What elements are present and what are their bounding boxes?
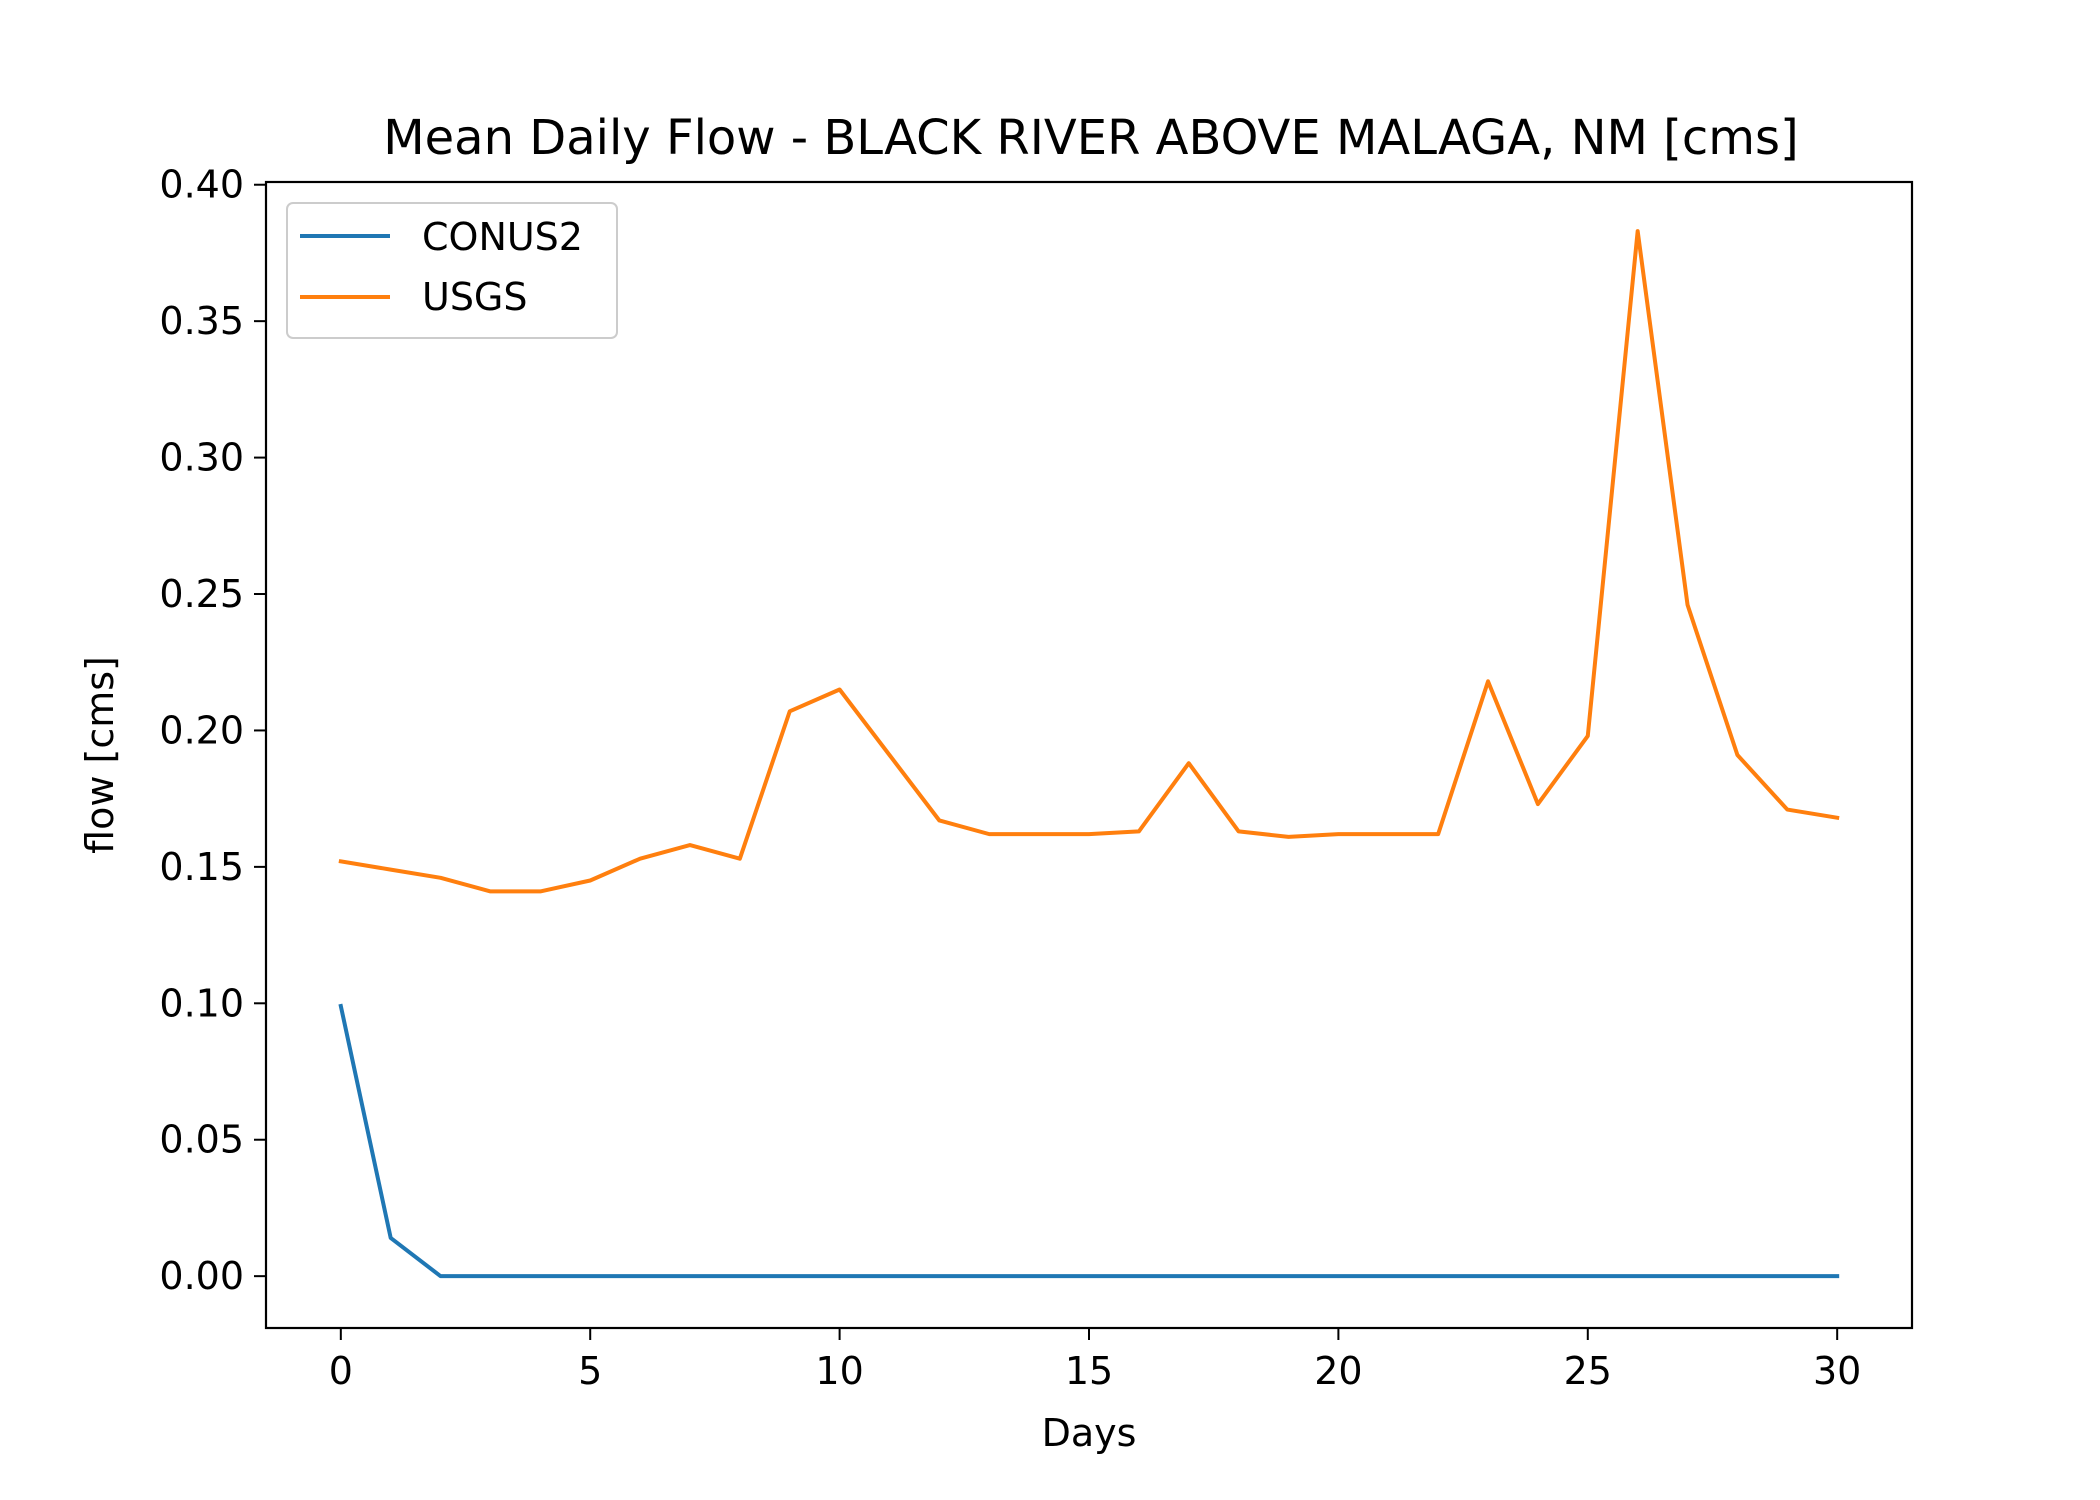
y-tick-label: 0.40 — [159, 163, 244, 207]
x-tick-label: 20 — [1314, 1349, 1362, 1393]
y-tick-label: 0.35 — [159, 299, 244, 343]
x-tick-label: 25 — [1564, 1349, 1612, 1393]
y-tick-label: 0.30 — [159, 436, 244, 480]
y-tick-label: 0.05 — [159, 1118, 244, 1162]
y-tick-label: 0.15 — [159, 845, 244, 889]
chart-title: Mean Daily Flow - BLACK RIVER ABOVE MALA… — [383, 110, 1799, 166]
x-tick-label: 0 — [329, 1349, 353, 1393]
legend: CONUS2 USGS — [286, 202, 618, 339]
y-tick-label: 0.10 — [159, 981, 244, 1025]
legend-label-conus2: CONUS2 — [422, 215, 583, 259]
x-tick-label: 15 — [1065, 1349, 1113, 1393]
series-lines — [338, 229, 1840, 1279]
y-tick-label: 0.20 — [159, 708, 244, 752]
x-tick-label: 5 — [578, 1349, 602, 1393]
x-axis-ticks: 0 5 10 15 20 25 30 — [329, 1328, 1861, 1393]
y-axis-label: flow [cms] — [78, 656, 122, 854]
x-tick-label: 10 — [815, 1349, 863, 1393]
plot-area-frame — [264, 180, 1914, 1330]
y-tick-label: 0.25 — [159, 572, 244, 616]
x-tick-label: 30 — [1813, 1349, 1861, 1393]
x-axis-label: Days — [1042, 1411, 1137, 1455]
series-line-usgs — [338, 229, 1840, 894]
y-axis-ticks: 0.00 0.05 0.10 0.15 0.20 0.25 0.30 0.35 0.40 — [159, 163, 266, 1298]
series-line-conus2 — [338, 1003, 1840, 1279]
legend-label-usgs: USGS — [422, 275, 528, 319]
y-tick-label: 0.00 — [159, 1254, 244, 1298]
